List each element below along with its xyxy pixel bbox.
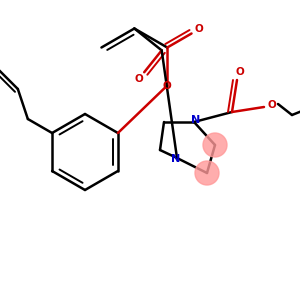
- Circle shape: [195, 161, 219, 185]
- Text: O: O: [236, 67, 244, 77]
- Text: O: O: [163, 80, 172, 91]
- Text: O: O: [134, 74, 143, 84]
- Text: N: N: [171, 154, 181, 164]
- Circle shape: [203, 133, 227, 157]
- Text: O: O: [268, 100, 276, 110]
- Text: O: O: [195, 24, 204, 34]
- Text: N: N: [191, 115, 201, 125]
